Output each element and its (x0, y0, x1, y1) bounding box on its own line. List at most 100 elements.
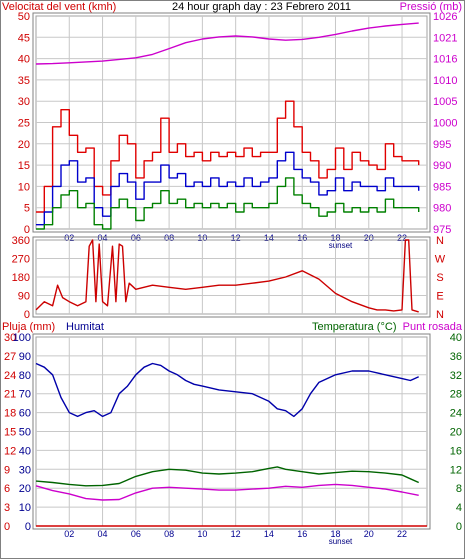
humidity-axis-tick-label: 0 (25, 521, 31, 533)
temperature-axis-tick-label: 0 (456, 521, 462, 533)
temperature-axis-tick-label: 32 (450, 370, 462, 382)
time-tick-label: 16 (297, 529, 307, 539)
time-tick-label: 10 (197, 529, 207, 539)
pressure-axis-tick-label: 980 (433, 203, 451, 215)
humidity-axis-tick-label: 60 (19, 408, 31, 420)
series-dewpoint-line (35, 483, 419, 501)
wind-axis-tick-label: 15 (18, 160, 30, 172)
wind-axis-tick-label: 25 (18, 118, 30, 130)
pressure-axis-tick-label: 1026 (433, 11, 457, 23)
rain-axis-tick-label: 0 (4, 521, 10, 533)
temperature-axis-tick-label: 40 (450, 332, 462, 344)
pressure-axis-tick-label: 1000 (433, 118, 457, 130)
time-tick-label: 02 (64, 529, 74, 539)
rain-axis-tick-label: 3 (4, 502, 10, 514)
wind-axis-tick-label: 0 (24, 224, 30, 236)
compass-letter: S (436, 272, 443, 284)
direction-axis-tick-label: 270 (12, 254, 30, 266)
wind-axis-tick-label: 35 (18, 75, 30, 87)
compass-letter: E (436, 291, 443, 303)
compass-letter: N (436, 309, 444, 321)
rain-axis-tick-label: 18 (4, 408, 16, 420)
time-tick-label: 18 (330, 233, 340, 243)
time-tick-label: 14 (264, 233, 274, 243)
panel2-series (35, 239, 419, 313)
time-tick-label: 16 (297, 233, 307, 243)
humidity-axis-tick-label: 70 (19, 389, 31, 401)
rain-axis-tick-label: 6 (4, 483, 10, 495)
time-tick-label: 14 (264, 529, 274, 539)
temperature-axis-tick-label: 28 (450, 389, 462, 401)
humidity-axis-tick-label: 80 (19, 370, 31, 382)
chart-title: 24 hour graph day : 23 Febrero 2011 (172, 1, 351, 13)
rain-axis-tick-label: 21 (4, 389, 16, 401)
wind-axis-tick-label: 40 (18, 54, 30, 66)
series-average-line (36, 151, 420, 226)
compass-letter: W (435, 254, 446, 266)
compass-letter: N (436, 235, 444, 247)
rain-axis-ticks: 0 3 6 9 12 15 18 21 24 27 30 (4, 332, 16, 533)
panel3-time-ticks: 02 04 06 08 10 12 14 16 18 20 22 (64, 529, 407, 539)
time-tick-label: 20 (364, 529, 374, 539)
wind-axis-tick-label: 20 (18, 139, 30, 151)
pressure-axis-tick-label: 975 (433, 224, 451, 236)
temperature-axis-tick-label: 24 (450, 408, 462, 420)
direction-axis-tick-label: 360 (12, 235, 30, 247)
temperature-axis-tick-label: 8 (456, 483, 462, 495)
pressure-axis-ticks: 975 980 985 990 995 1000 1005 1010 1016 1021 1026 (433, 11, 457, 236)
time-tick-label: 06 (131, 233, 141, 243)
pressure-axis-title: Pressió (mb) (400, 1, 462, 13)
pressure-axis-tick-label: 1010 (433, 75, 457, 87)
time-tick-label: 12 (231, 233, 241, 243)
series-direction-line (35, 239, 419, 313)
rain-axis-tick-label: 30 (4, 332, 16, 344)
time-tick-label: 20 (364, 233, 374, 243)
series-gust-line (36, 100, 420, 213)
humidity-axis-title: Humitat (66, 321, 104, 333)
pressure-axis-tick-label: 1021 (433, 32, 457, 44)
dewpoint-axis-title: Punt rosada (403, 321, 463, 333)
panel1-series (35, 22, 420, 230)
series-minimum-line (36, 177, 420, 230)
temperature-axis-tick-label: 12 (450, 464, 462, 476)
pressure-axis-tick-label: 995 (433, 139, 451, 151)
direction-axis-ticks: 0 90 180 270 360 (12, 235, 30, 321)
series-pressure-line (35, 22, 419, 65)
temperature-axis-tick-label: 20 (450, 427, 462, 439)
panel3-grid (36, 337, 427, 526)
humidity-axis-tick-label: 30 (19, 464, 31, 476)
wind-axis-tick-label: 45 (18, 32, 30, 44)
sunset-label: sunset (329, 241, 353, 250)
rain-axis-title: Pluja (mm) (2, 321, 55, 333)
humidity-axis-tick-label: 10 (19, 502, 31, 514)
pressure-axis-tick-label: 985 (433, 181, 451, 193)
rain-axis-tick-label: 27 (4, 351, 16, 363)
rain-axis-tick-label: 15 (4, 427, 16, 439)
time-tick-label: 02 (64, 233, 74, 243)
panel1-time-ticks: 02 04 06 08 10 12 14 16 18 20 22 (64, 233, 407, 243)
wind-axis-tick-label: 5 (24, 203, 30, 215)
time-tick-label: 08 (164, 233, 174, 243)
temperature-axis-title: Temperatura (°C) (312, 321, 396, 333)
direction-axis-tick-label: 0 (24, 309, 30, 321)
pressure-axis-tick-label: 990 (433, 160, 451, 172)
temperature-axis-tick-label: 16 (450, 445, 462, 457)
direction-axis-tick-label: 90 (18, 291, 30, 303)
panel2-frame (32, 236, 431, 318)
humidity-axis-tick-label: 20 (19, 483, 31, 495)
time-tick-label: 22 (397, 233, 407, 243)
direction-axis-tick-label: 180 (12, 272, 30, 284)
wind-axis-tick-label: 50 (18, 11, 30, 23)
series-temperature-line (35, 466, 419, 487)
humidity-axis-tick-label: 90 (19, 351, 31, 363)
wind-axis-tick-label: 30 (18, 96, 30, 108)
sunset-label: sunset (329, 537, 353, 546)
time-tick-label: 10 (197, 233, 207, 243)
pressure-axis-tick-label: 1016 (433, 54, 457, 66)
pressure-axis-tick-label: 1005 (433, 96, 457, 108)
rain-axis-tick-label: 12 (4, 445, 16, 457)
humidity-axis-tick-label: 40 (19, 445, 31, 457)
